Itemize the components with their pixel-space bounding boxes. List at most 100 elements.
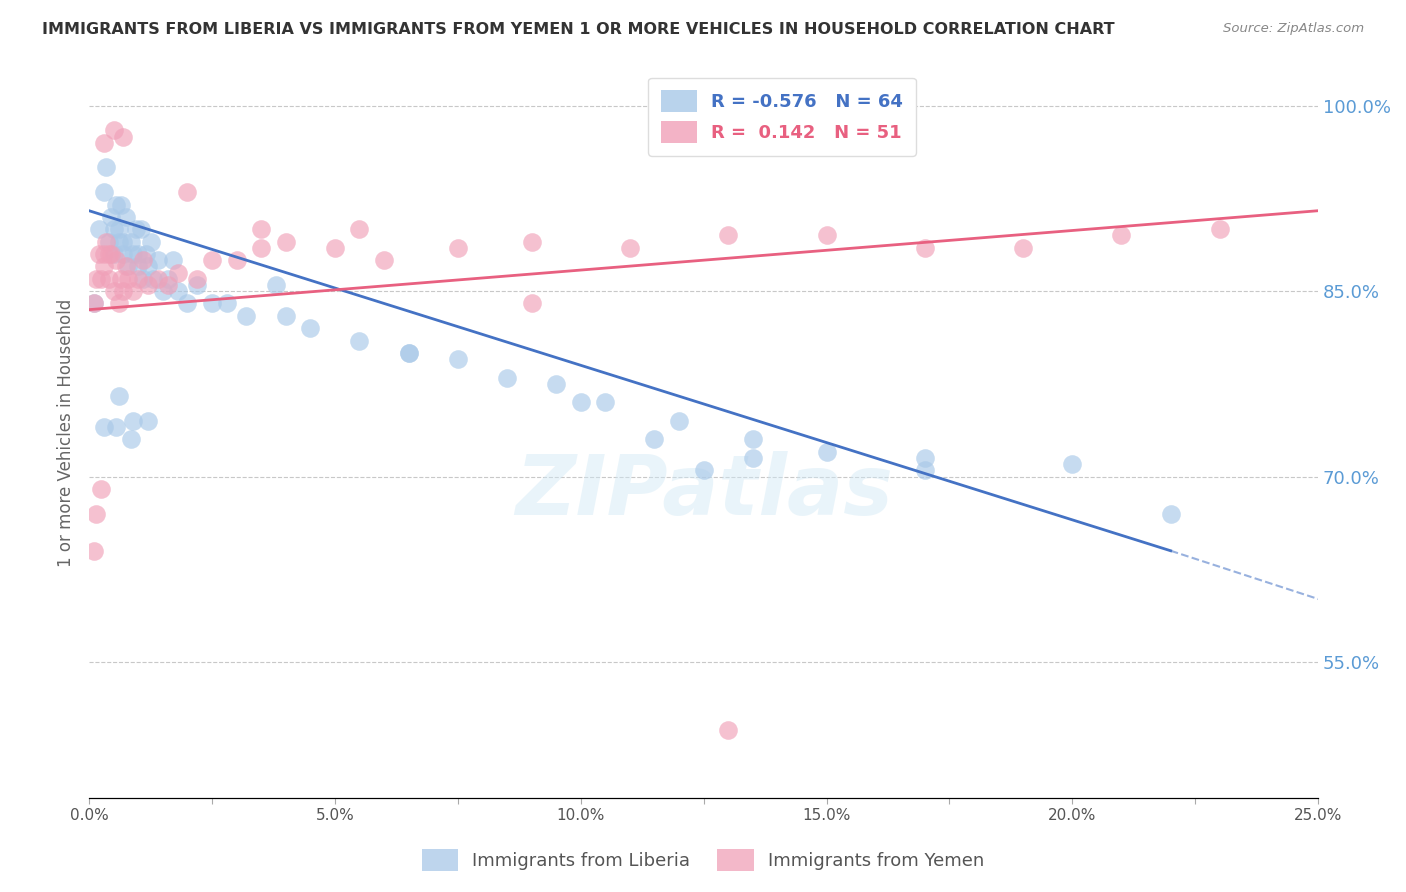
Point [349, 334, 371, 348]
Legend: Immigrants from Liberia, Immigrants from Yemen: Immigrants from Liberia, Immigrants from… [415, 842, 991, 879]
Point [97, 235, 120, 249]
Point [215, 296, 238, 310]
Point [117, 260, 139, 274]
Point [112, 129, 135, 144]
Point [299, 321, 322, 335]
Point [186, 271, 208, 285]
Point [115, 210, 138, 224]
Point [186, 277, 208, 292]
Point [110, 271, 132, 285]
Point [643, 433, 665, 447]
Point [250, 241, 273, 255]
Point [120, 433, 142, 447]
Point [93, 247, 115, 261]
Point [717, 723, 740, 737]
Point [127, 271, 149, 285]
Point [142, 271, 165, 285]
Point [1111, 228, 1133, 243]
Point [96, 161, 118, 175]
Point [87, 222, 110, 236]
Point [692, 463, 714, 477]
Point [112, 235, 135, 249]
Point [166, 266, 188, 280]
Point [103, 284, 125, 298]
Point [166, 284, 188, 298]
Point [815, 228, 838, 243]
Point [93, 185, 115, 199]
Point [107, 222, 129, 236]
Text: ZIPatlas: ZIPatlas [515, 451, 893, 533]
Point [122, 284, 145, 298]
Text: IMMIGRANTS FROM LIBERIA VS IMMIGRANTS FROM YEMEN 1 OR MORE VEHICLES IN HOUSEHOLD: IMMIGRANTS FROM LIBERIA VS IMMIGRANTS FR… [42, 22, 1115, 37]
Point [93, 420, 115, 434]
Point [115, 260, 138, 274]
Point [129, 222, 152, 236]
Point [105, 197, 128, 211]
Point [619, 241, 641, 255]
Point [103, 222, 125, 236]
Point [112, 284, 135, 298]
Point [100, 210, 122, 224]
Point [274, 309, 297, 323]
Point [520, 235, 543, 249]
Point [127, 260, 149, 274]
Legend: R = -0.576   N = 64, R =  0.142   N = 51: R = -0.576 N = 64, R = 0.142 N = 51 [648, 78, 915, 156]
Point [741, 450, 763, 465]
Point [107, 389, 129, 403]
Point [520, 296, 543, 310]
Point [103, 247, 125, 261]
Point [156, 271, 179, 285]
Point [122, 247, 145, 261]
Point [235, 309, 257, 323]
Point [717, 228, 740, 243]
Point [1012, 241, 1035, 255]
Point [132, 271, 155, 285]
Point [90, 482, 112, 496]
Point [274, 235, 297, 249]
Point [1209, 222, 1232, 236]
Point [323, 241, 346, 255]
Point [107, 235, 129, 249]
Point [93, 260, 115, 274]
Point [1062, 457, 1084, 471]
Point [815, 445, 838, 459]
Point [122, 414, 145, 428]
Point [447, 241, 470, 255]
Point [264, 277, 287, 292]
Point [105, 420, 128, 434]
Point [135, 247, 157, 261]
Point [398, 346, 420, 360]
Point [93, 136, 115, 150]
Point [83, 543, 105, 558]
Point [136, 260, 159, 274]
Point [136, 414, 159, 428]
Point [136, 277, 159, 292]
Point [90, 271, 112, 285]
Point [225, 253, 247, 268]
Point [668, 414, 690, 428]
Point [250, 222, 273, 236]
Point [162, 253, 184, 268]
Point [107, 296, 129, 310]
Point [546, 376, 568, 391]
Point [125, 222, 148, 236]
Point [112, 247, 135, 261]
Point [87, 247, 110, 261]
Point [349, 222, 371, 236]
Point [97, 247, 120, 261]
Point [201, 253, 224, 268]
Point [97, 271, 120, 285]
Point [1160, 507, 1182, 521]
Point [152, 284, 174, 298]
Point [914, 241, 936, 255]
Point [146, 253, 169, 268]
Point [741, 433, 763, 447]
Point [127, 247, 149, 261]
Point [914, 450, 936, 465]
Point [914, 463, 936, 477]
Y-axis label: 1 or more Vehicles in Household: 1 or more Vehicles in Household [58, 299, 75, 567]
Point [110, 197, 132, 211]
Point [373, 253, 395, 268]
Point [83, 296, 105, 310]
Point [83, 296, 105, 310]
